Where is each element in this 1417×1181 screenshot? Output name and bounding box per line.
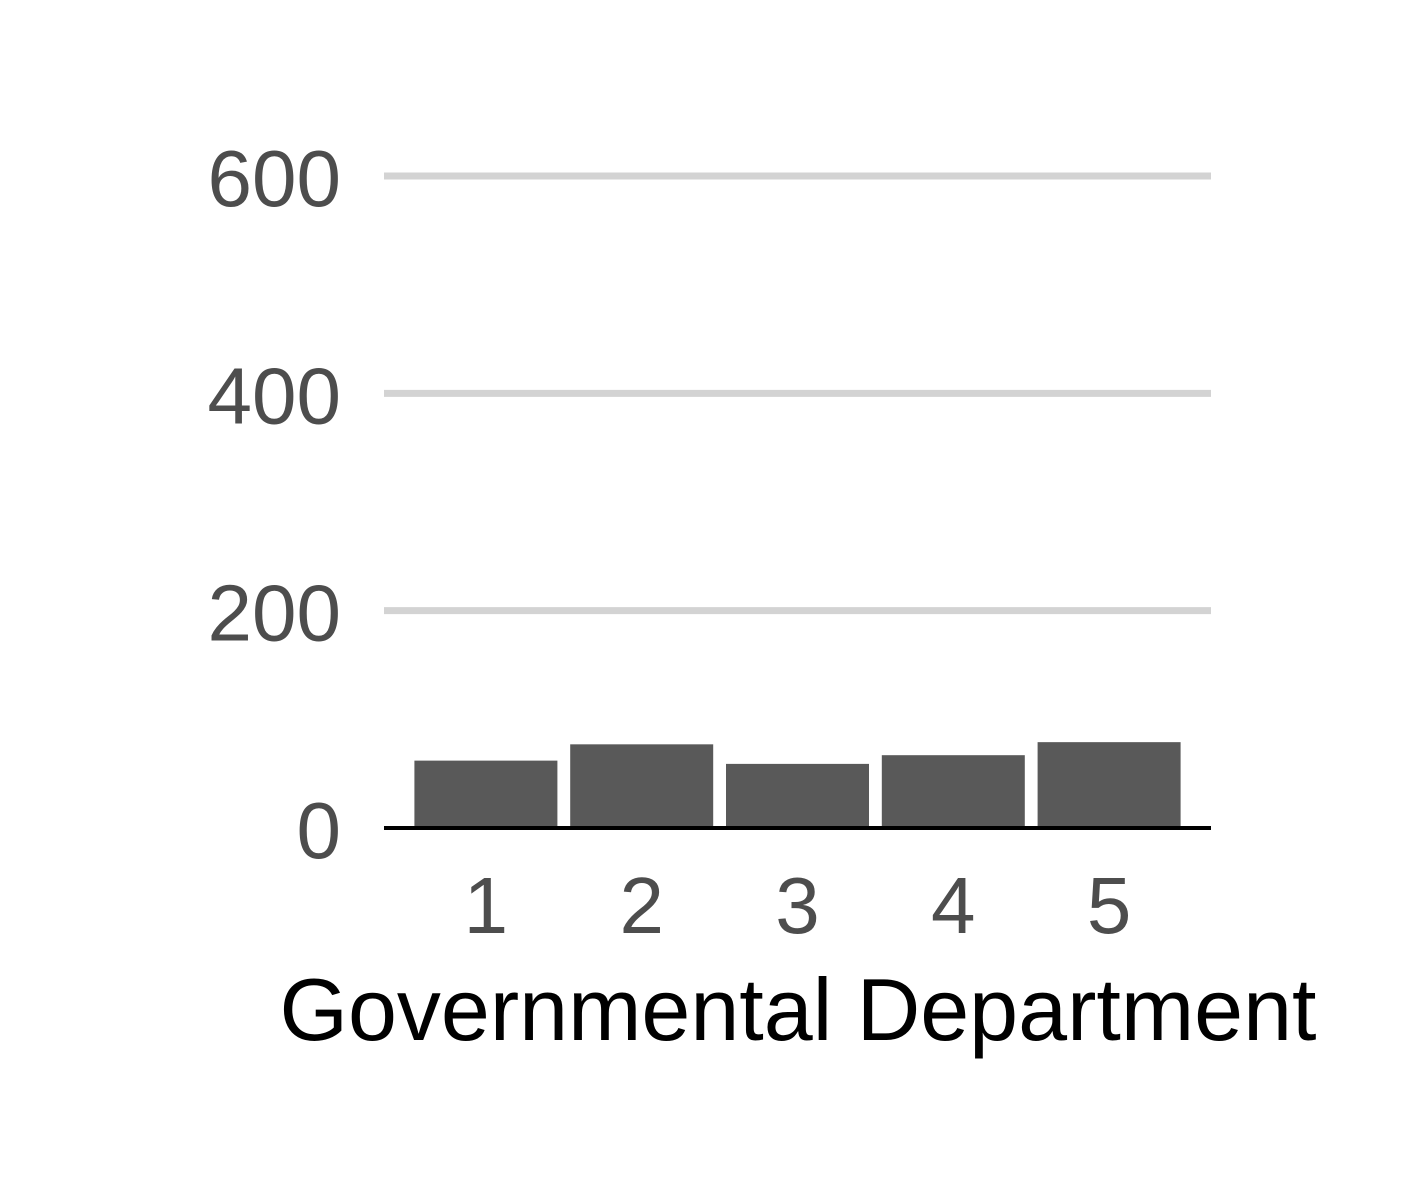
x-tick-label: 1 [464,861,509,950]
bar-2 [570,744,714,828]
x-tick-label: 2 [619,861,664,950]
x-tick-label: 5 [1087,861,1132,950]
y-tick-label: 200 [208,569,341,658]
y-axis-ticks: 0 200 400 600 [208,134,341,875]
x-axis-ticks: 1 2 3 4 5 [464,861,1132,950]
y-tick-label: 400 [208,351,341,440]
x-axis-title: Governmental Department [280,960,1317,1059]
bar-1 [414,760,558,828]
y-tick-label: 0 [297,786,342,875]
bar-3 [726,763,869,828]
bar-4 [881,755,1025,828]
y-tick-label: 600 [208,134,341,223]
x-tick-label: 4 [931,861,976,950]
bar-5 [1037,742,1181,828]
bars [414,742,1181,828]
gridlines [384,172,1211,615]
x-tick-label: 3 [775,861,820,950]
